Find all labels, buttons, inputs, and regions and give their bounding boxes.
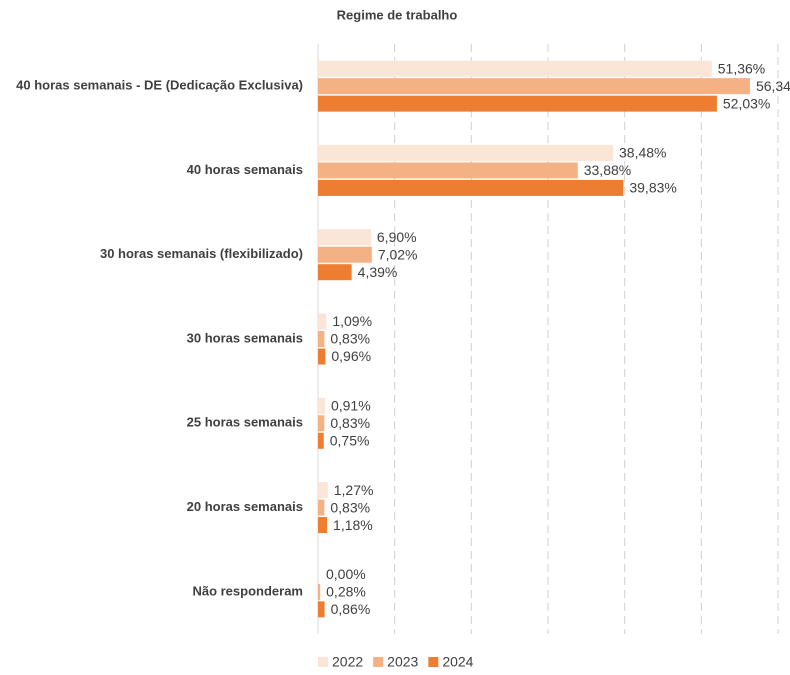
bar [318, 601, 325, 618]
bar [318, 499, 325, 516]
category-label: 25 horas semanais [187, 415, 303, 430]
category-label: 40 horas semanais - DE (Dedicação Exclus… [16, 78, 303, 93]
category-label: 30 horas semanais (flexibilizado) [100, 246, 303, 261]
bar [318, 313, 327, 330]
value-label: 39,83% [629, 180, 676, 196]
bar [318, 60, 712, 77]
bar [318, 583, 321, 600]
value-label: 1,27% [334, 482, 374, 498]
bar [318, 517, 328, 534]
bar [318, 78, 750, 95]
legend-label: 2024 [442, 654, 473, 670]
value-label: 0,96% [331, 348, 371, 364]
bar [318, 432, 324, 449]
chart-title: Regime de trabalho [337, 7, 458, 22]
value-label: 4,39% [358, 264, 398, 280]
category-label: 40 horas semanais [187, 162, 303, 177]
value-label: 1,18% [333, 517, 373, 533]
legend-swatch [373, 657, 384, 667]
value-label: 0,00% [326, 566, 366, 582]
value-label: 0,86% [331, 601, 371, 617]
value-label: 38,48% [619, 145, 666, 161]
legend-label: 2023 [387, 654, 418, 670]
value-label: 0,83% [330, 331, 370, 347]
bar [318, 348, 326, 365]
bar [318, 482, 328, 499]
value-label: 1,09% [332, 313, 372, 329]
category-label: Não responderam [192, 583, 303, 598]
bar [318, 144, 614, 161]
bar [318, 397, 325, 414]
value-label: 56,34% [756, 78, 790, 94]
bar [318, 331, 325, 347]
bar [318, 162, 578, 179]
value-label: 0,83% [330, 415, 370, 431]
category-label: 20 horas semanais [187, 499, 303, 514]
legend-label: 2022 [332, 654, 363, 670]
value-label: 52,03% [723, 95, 770, 111]
category-label: 30 horas semanais [187, 330, 303, 345]
value-label: 33,88% [584, 162, 631, 178]
value-label: 51,36% [718, 60, 765, 76]
legend-swatch [318, 657, 328, 667]
bar [318, 229, 371, 246]
value-label: 0,28% [326, 584, 366, 600]
value-label: 0,91% [331, 397, 371, 413]
value-label: 6,90% [377, 229, 417, 245]
bar [318, 179, 624, 196]
value-label: 0,83% [330, 499, 370, 515]
legend-swatch [428, 657, 439, 667]
bar [318, 246, 372, 263]
bar [318, 264, 352, 281]
value-label: 0,75% [330, 432, 370, 448]
bar [318, 415, 325, 432]
bar [318, 95, 717, 112]
value-label: 7,02% [378, 246, 418, 262]
